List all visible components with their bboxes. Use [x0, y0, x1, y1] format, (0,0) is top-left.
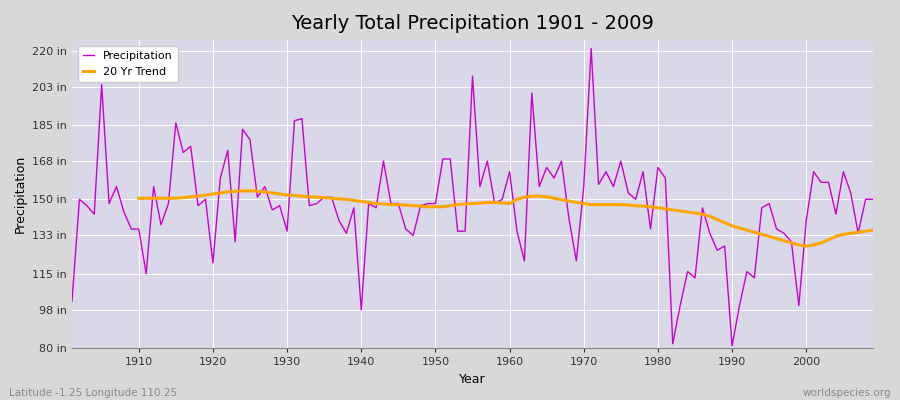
20 Yr Trend — [133, 196, 144, 201]
Legend: Precipitation, 20 Yr Trend: Precipitation, 20 Yr Trend — [77, 46, 178, 82]
Precipitation — [334, 218, 345, 223]
20 Yr Trend — [868, 228, 878, 232]
20 Yr Trend — [579, 201, 590, 206]
20 Yr Trend — [824, 237, 834, 242]
20 Yr Trend — [845, 231, 856, 236]
Precipitation — [726, 344, 737, 348]
Line: Precipitation: Precipitation — [72, 48, 873, 346]
Line: 20 Yr Trend: 20 Yr Trend — [139, 191, 873, 246]
Precipitation — [868, 197, 878, 202]
Precipitation — [600, 169, 611, 174]
20 Yr Trend — [238, 188, 248, 193]
Precipitation — [67, 299, 77, 304]
20 Yr Trend — [519, 195, 530, 200]
20 Yr Trend — [282, 193, 292, 198]
Precipitation — [504, 169, 515, 174]
Precipitation — [497, 197, 508, 202]
Precipitation — [289, 118, 300, 123]
20 Yr Trend — [801, 244, 812, 248]
X-axis label: Year: Year — [459, 372, 486, 386]
Text: Latitude -1.25 Longitude 110.25: Latitude -1.25 Longitude 110.25 — [9, 388, 177, 398]
Precipitation — [586, 46, 597, 51]
Y-axis label: Precipitation: Precipitation — [14, 155, 27, 233]
Title: Yearly Total Precipitation 1901 - 2009: Yearly Total Precipitation 1901 - 2009 — [291, 14, 654, 33]
Text: worldspecies.org: worldspecies.org — [803, 388, 891, 398]
Precipitation — [126, 227, 137, 232]
20 Yr Trend — [311, 195, 322, 200]
